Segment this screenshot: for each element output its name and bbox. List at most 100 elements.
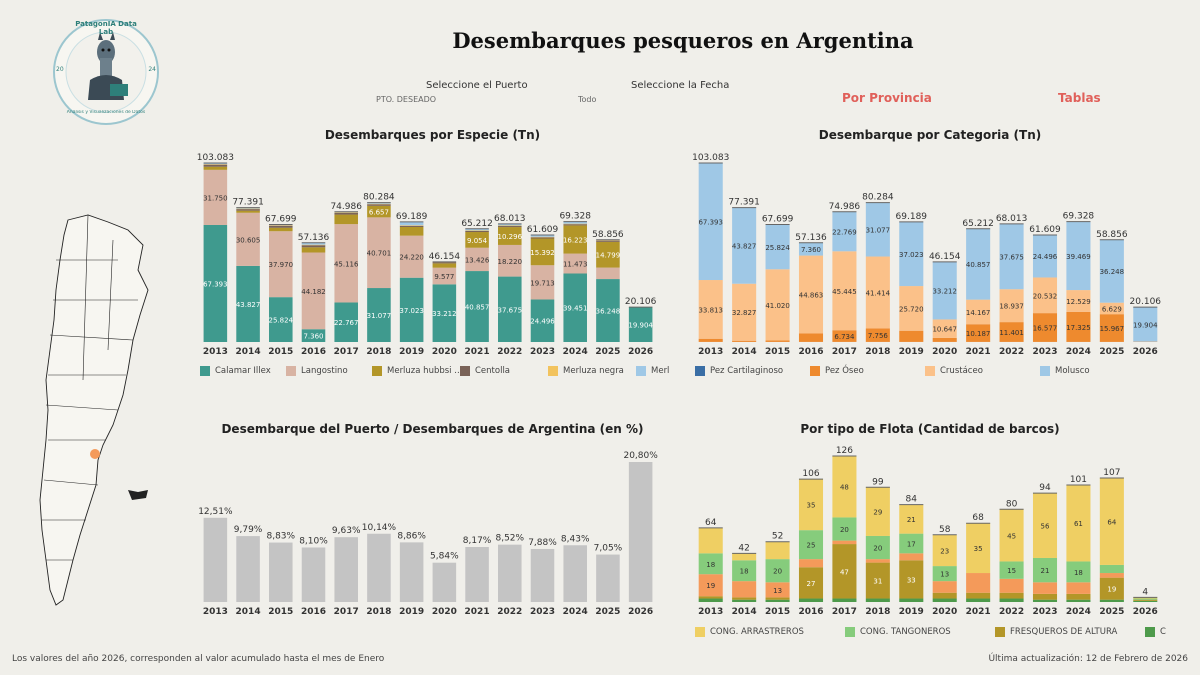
bar-segment[interactable] bbox=[465, 230, 489, 231]
bar-segment[interactable] bbox=[530, 238, 555, 266]
bar-segment[interactable] bbox=[865, 598, 890, 602]
bar-segment[interactable] bbox=[1066, 484, 1091, 562]
bar-segment[interactable] bbox=[698, 596, 723, 599]
bar-segment[interactable] bbox=[732, 560, 757, 582]
bar-segment[interactable] bbox=[999, 322, 1024, 342]
bar-segment[interactable] bbox=[698, 574, 723, 597]
bar-segment[interactable] bbox=[765, 599, 790, 602]
argentina-map[interactable] bbox=[28, 200, 168, 620]
bar-segment[interactable] bbox=[367, 203, 391, 205]
bar-segment[interactable] bbox=[1133, 600, 1158, 602]
bar-segment[interactable] bbox=[966, 228, 991, 300]
bar-segment[interactable] bbox=[399, 225, 424, 226]
bar-segment[interactable] bbox=[865, 202, 890, 257]
bar-segment[interactable] bbox=[932, 566, 957, 582]
bar-segment[interactable] bbox=[530, 265, 555, 300]
bar-segment[interactable] bbox=[899, 330, 924, 342]
bar-segment[interactable] bbox=[865, 559, 890, 563]
bar-segment[interactable] bbox=[367, 204, 391, 206]
bar-segment[interactable] bbox=[1032, 557, 1058, 583]
bar-segment[interactable] bbox=[732, 207, 757, 284]
bar-segment[interactable] bbox=[1099, 302, 1124, 315]
bar-segment[interactable] bbox=[932, 534, 957, 567]
bar-segment[interactable] bbox=[236, 265, 260, 342]
bar-segment[interactable] bbox=[1133, 307, 1158, 342]
bar-segment[interactable] bbox=[498, 227, 522, 245]
bar-segment[interactable] bbox=[563, 225, 587, 254]
bar-segment[interactable] bbox=[1099, 564, 1124, 574]
bar-segment[interactable] bbox=[865, 328, 890, 342]
bar[interactable] bbox=[596, 554, 620, 602]
bar-segment[interactable] bbox=[865, 535, 890, 560]
bar-segment[interactable] bbox=[530, 237, 555, 239]
bar-segment[interactable] bbox=[932, 337, 957, 342]
bar-segment[interactable] bbox=[301, 252, 326, 330]
bar-segment[interactable] bbox=[596, 267, 620, 280]
bar-segment[interactable] bbox=[899, 286, 924, 331]
bar-segment[interactable] bbox=[798, 567, 824, 599]
bar-segment[interactable] bbox=[628, 307, 653, 342]
bar-segment[interactable] bbox=[1032, 593, 1058, 600]
bar[interactable] bbox=[530, 548, 555, 602]
bar-segment[interactable] bbox=[832, 544, 857, 599]
bar-segment[interactable] bbox=[269, 225, 293, 226]
bar-segment[interactable] bbox=[269, 227, 293, 232]
bar-segment[interactable] bbox=[966, 523, 991, 574]
bar-segment[interactable] bbox=[698, 338, 723, 342]
bar-segment[interactable] bbox=[698, 280, 723, 339]
bar-segment[interactable] bbox=[1099, 573, 1124, 578]
bar-segment[interactable] bbox=[465, 247, 489, 272]
bar-segment[interactable] bbox=[498, 244, 522, 277]
bar-segment[interactable] bbox=[530, 236, 555, 238]
bar[interactable] bbox=[628, 462, 653, 602]
tables-link[interactable]: Tablas bbox=[1058, 91, 1101, 105]
bar-segment[interactable] bbox=[498, 226, 522, 228]
bar-segment[interactable] bbox=[698, 553, 723, 575]
bar-segment[interactable] bbox=[832, 456, 857, 518]
bar-segment[interactable] bbox=[899, 221, 924, 287]
bar-segment[interactable] bbox=[732, 553, 757, 561]
bar-segment[interactable] bbox=[1066, 561, 1091, 583]
legend-item[interactable]: Merluza negra bbox=[548, 366, 624, 376]
bar-segment[interactable] bbox=[899, 504, 924, 534]
bar-segment[interactable] bbox=[1099, 239, 1124, 303]
bar[interactable] bbox=[432, 562, 457, 602]
bar-segment[interactable] bbox=[498, 225, 522, 227]
legend-item[interactable]: CONG. TANGONEROS bbox=[845, 627, 951, 637]
bar-segment[interactable] bbox=[932, 598, 957, 602]
bar-segment[interactable] bbox=[1066, 593, 1091, 600]
bar-segment[interactable] bbox=[932, 319, 957, 338]
bar-segment[interactable] bbox=[563, 253, 587, 274]
bar-segment[interactable] bbox=[1066, 311, 1091, 342]
bar-segment[interactable] bbox=[999, 509, 1024, 562]
bar-segment[interactable] bbox=[765, 269, 790, 341]
date-filter-select[interactable]: Todo bbox=[578, 95, 597, 104]
bar-segment[interactable] bbox=[865, 256, 890, 329]
bar[interactable] bbox=[269, 542, 293, 602]
bar-segment[interactable] bbox=[765, 582, 790, 598]
bar-segment[interactable] bbox=[203, 163, 228, 165]
bar-segment[interactable] bbox=[732, 599, 757, 602]
bar-segment[interactable] bbox=[334, 224, 358, 303]
bar-segment[interactable] bbox=[1099, 314, 1124, 342]
bar-segment[interactable] bbox=[563, 223, 587, 225]
bar-segment[interactable] bbox=[596, 240, 620, 241]
bar-segment[interactable] bbox=[563, 221, 587, 224]
bar-segment[interactable] bbox=[334, 212, 358, 214]
legend-item[interactable]: Merluza hubbsi .. bbox=[372, 366, 460, 376]
bar-segment[interactable] bbox=[1133, 599, 1158, 601]
bar-segment[interactable] bbox=[465, 230, 489, 233]
bar-segment[interactable] bbox=[465, 228, 489, 231]
bar-segment[interactable] bbox=[367, 205, 391, 218]
bar-segment[interactable] bbox=[596, 240, 620, 242]
bar-segment[interactable] bbox=[1133, 597, 1158, 599]
bar[interactable] bbox=[203, 517, 228, 602]
bar-segment[interactable] bbox=[301, 245, 326, 248]
bar-segment[interactable] bbox=[530, 299, 555, 342]
bar-segment[interactable] bbox=[732, 283, 757, 341]
bar-segment[interactable] bbox=[932, 592, 957, 599]
bar-segment[interactable] bbox=[1032, 277, 1058, 314]
bar-segment[interactable] bbox=[999, 598, 1024, 602]
bar-segment[interactable] bbox=[367, 202, 391, 204]
bar-segment[interactable] bbox=[236, 208, 260, 210]
